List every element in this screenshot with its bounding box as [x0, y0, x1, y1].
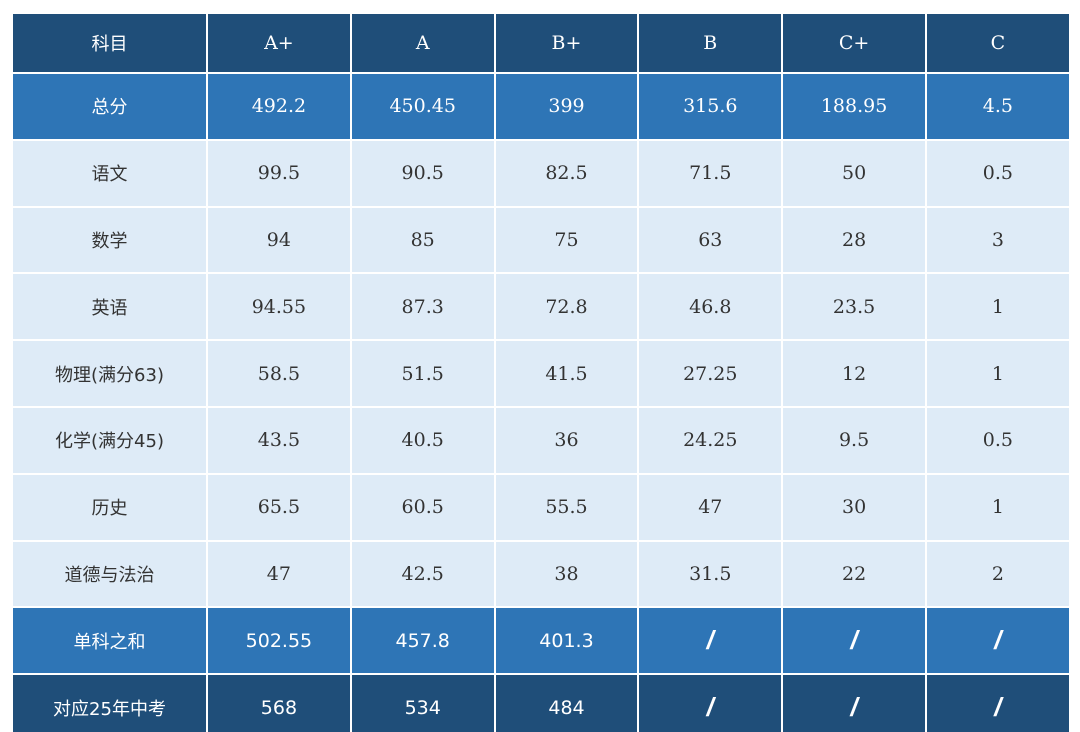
table-cell: 457.8: [349, 606, 496, 676]
table-cell: 1: [924, 339, 1071, 408]
header-row: 科目 A+ A B+ B C+ C: [11, 12, 1071, 74]
table-cell: 22: [781, 539, 927, 609]
table-cell: 188.95: [781, 72, 927, 141]
table-cell: 40.5: [349, 405, 496, 475]
table-cell: /: [637, 606, 784, 676]
header-cell-a: A: [349, 12, 496, 74]
table-cell: 24.25: [637, 405, 784, 475]
header-cell-b-plus: B+: [493, 12, 640, 74]
row-label: 英语: [11, 272, 208, 342]
table-cell: 1: [924, 472, 1071, 542]
table-cell: 9.5: [781, 405, 927, 475]
table-cell: 72.8: [493, 272, 640, 342]
table-cell: 90.5: [349, 138, 496, 208]
table-cell: 46.8: [637, 272, 784, 342]
row-label: 物理(满分63): [11, 339, 208, 408]
row-label: 总分: [11, 72, 208, 141]
table-cell: 50: [781, 138, 927, 208]
table-cell: 55.5: [493, 472, 640, 542]
table-cell: 85: [349, 205, 496, 275]
table-row: 道德与法治 47 42.5 38 31.5 22 2: [11, 539, 1071, 609]
table-cell: 65.5: [206, 472, 352, 542]
table-cell: 399: [493, 72, 640, 141]
table-row: 化学(满分45) 43.5 40.5 36 24.25 9.5 0.5: [11, 405, 1071, 475]
table-cell: 31.5: [637, 539, 784, 609]
row-label: 语文: [11, 138, 208, 208]
table-cell: /: [781, 673, 927, 732]
table-cell: /: [924, 673, 1071, 732]
table-cell: 51.5: [349, 339, 496, 408]
table-cell: /: [924, 606, 1071, 676]
row-label: 历史: [11, 472, 208, 542]
table-cell: /: [781, 606, 927, 676]
table-cell: 99.5: [206, 138, 352, 208]
table-cell: 3: [924, 205, 1071, 275]
table-cell: 23.5: [781, 272, 927, 342]
table-cell: 47: [637, 472, 784, 542]
header-cell-c-plus: C+: [781, 12, 927, 74]
table-cell: 12: [781, 339, 927, 408]
table-cell: 94.55: [206, 272, 352, 342]
table-cell: 568: [206, 673, 352, 732]
table-cell: 502.55: [206, 606, 352, 676]
table-cell: /: [637, 673, 784, 732]
table-cell: 0.5: [924, 405, 1071, 475]
exam-row: 对应25年中考 568 534 484 / / /: [11, 673, 1071, 732]
table-cell: 47: [206, 539, 352, 609]
row-label: 化学(满分45): [11, 405, 208, 475]
score-table: 科目 A+ A B+ B C+ C 总分 492.2 450.45 399 31…: [11, 12, 1071, 732]
table-cell: 0.5: [924, 138, 1071, 208]
table-cell: 38: [493, 539, 640, 609]
table-cell: 4.5: [924, 72, 1071, 141]
table-cell: 42.5: [349, 539, 496, 609]
row-label: 道德与法治: [11, 539, 208, 609]
table-cell: 30: [781, 472, 927, 542]
table-cell: 94: [206, 205, 352, 275]
header-cell-c: C: [924, 12, 1071, 74]
table-cell: 75: [493, 205, 640, 275]
row-label: 对应25年中考: [11, 673, 208, 732]
table-cell: 450.45: [349, 72, 496, 141]
header-cell-a-plus: A+: [206, 12, 352, 74]
row-label: 单科之和: [11, 606, 208, 676]
header-cell-subject: 科目: [11, 12, 208, 74]
table-cell: 58.5: [206, 339, 352, 408]
table-cell: 2: [924, 539, 1071, 609]
table-cell: 60.5: [349, 472, 496, 542]
table-cell: 87.3: [349, 272, 496, 342]
table-cell: 43.5: [206, 405, 352, 475]
table-cell: 315.6: [637, 72, 784, 141]
table-row: 英语 94.55 87.3 72.8 46.8 23.5 1: [11, 272, 1071, 342]
table-cell: 82.5: [493, 138, 640, 208]
table-cell: 401.3: [493, 606, 640, 676]
table-cell: 534: [349, 673, 496, 732]
total-row: 总分 492.2 450.45 399 315.6 188.95 4.5: [11, 72, 1071, 141]
table-row: 数学 94 85 75 63 28 3: [11, 205, 1071, 275]
table-cell: 484: [493, 673, 640, 732]
row-label: 数学: [11, 205, 208, 275]
table-cell: 27.25: [637, 339, 784, 408]
table-row: 历史 65.5 60.5 55.5 47 30 1: [11, 472, 1071, 542]
table-row: 物理(满分63) 58.5 51.5 41.5 27.25 12 1: [11, 339, 1071, 408]
table-cell: 71.5: [637, 138, 784, 208]
table-cell: 492.2: [206, 72, 352, 141]
sum-row: 单科之和 502.55 457.8 401.3 / / /: [11, 606, 1071, 676]
table-cell: 28: [781, 205, 927, 275]
table-row: 语文 99.5 90.5 82.5 71.5 50 0.5: [11, 138, 1071, 208]
header-cell-b: B: [637, 12, 784, 74]
table-cell: 36: [493, 405, 640, 475]
table-cell: 41.5: [493, 339, 640, 408]
table-cell: 1: [924, 272, 1071, 342]
table-cell: 63: [637, 205, 784, 275]
